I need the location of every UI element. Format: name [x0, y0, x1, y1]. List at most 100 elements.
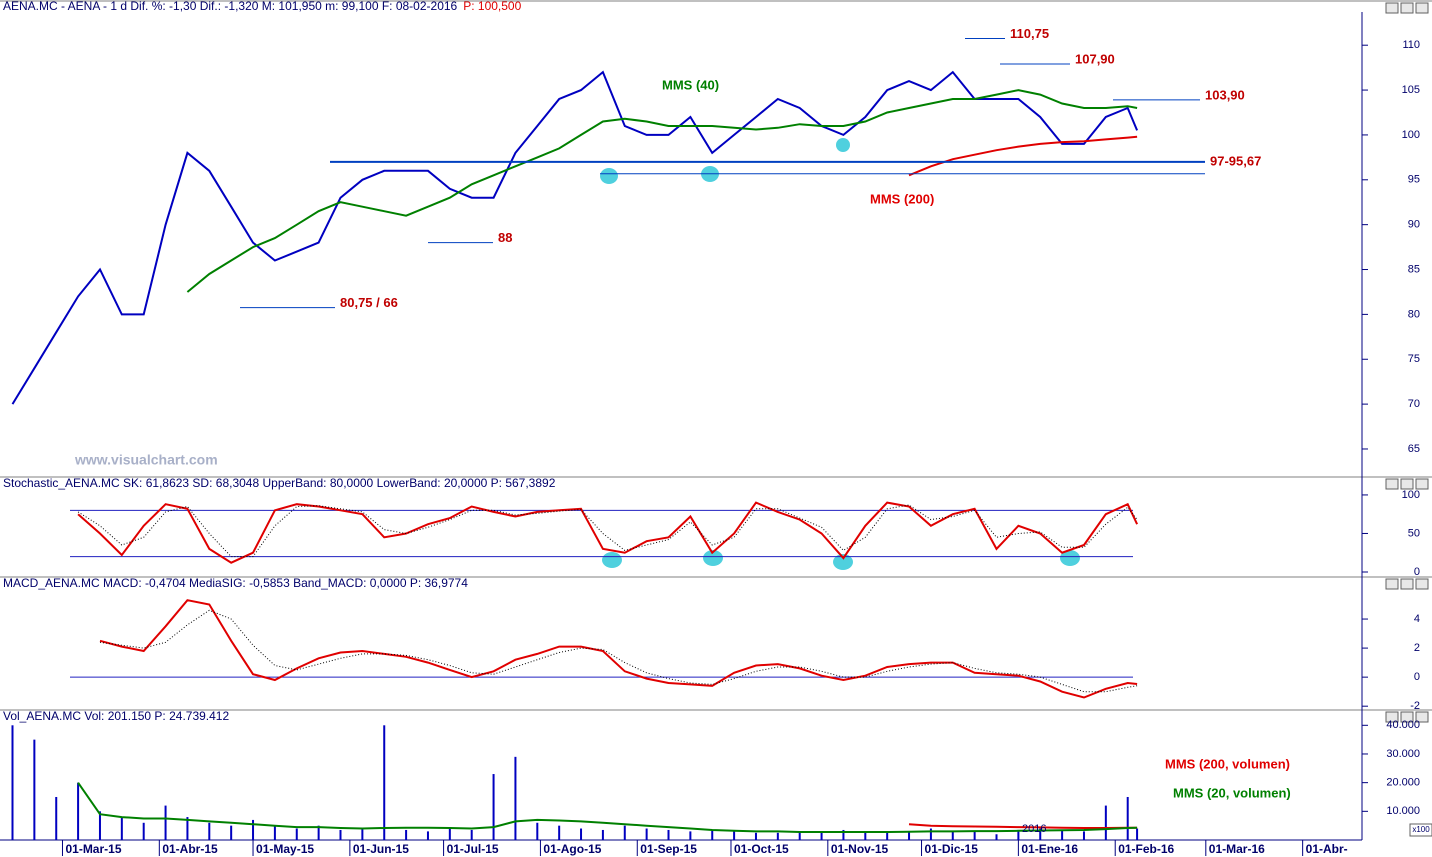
- volume-bar: [995, 834, 998, 840]
- volume-bar: [580, 828, 583, 840]
- x-tick-label: 01-May-15: [256, 842, 314, 856]
- scale-box: [1409, 823, 1432, 837]
- volume-bar: [1126, 796, 1129, 840]
- window-button[interactable]: [1415, 711, 1429, 723]
- level-label: 88: [498, 230, 512, 245]
- x-tick-label: 01-Jun-15: [353, 842, 409, 856]
- oversold-highlight: [602, 552, 622, 568]
- oversold-highlight: [833, 554, 853, 570]
- series-label: MMS (20, volumen): [1173, 785, 1291, 800]
- x-tick-label: 01-Sep-15: [640, 842, 697, 856]
- volume-bar: [55, 796, 58, 840]
- x-tick-label: 01-Oct-15: [734, 842, 789, 856]
- chart-header: AENA.MC - AENA - 1 d Dif. %: -1,30 Dif.:…: [3, 0, 522, 13]
- volume-bar: [98, 811, 101, 840]
- y-tick-label: 4: [1414, 613, 1420, 625]
- year-label: 2016: [1022, 823, 1046, 835]
- series-label: MMS (200, volumen): [1165, 756, 1290, 771]
- x-tick-label: 01-Feb-16: [1118, 842, 1174, 856]
- volume-bar: [951, 831, 954, 840]
- series-line: [77, 782, 1138, 833]
- volume-bar: [1017, 831, 1020, 840]
- volume-bar: [383, 725, 386, 840]
- window-button[interactable]: [1385, 2, 1399, 14]
- volume-bar: [1082, 831, 1085, 840]
- volume-bar: [339, 829, 342, 840]
- support-highlight: [600, 168, 618, 184]
- volume-bar: [711, 829, 714, 840]
- volume-bar: [536, 822, 539, 840]
- support-highlight: [836, 138, 850, 152]
- panel-title: MACD_AENA.MC MACD: -0,4704 MediaSIG: -0,…: [3, 576, 468, 590]
- volume-bar: [798, 831, 801, 840]
- scale-label: x100: [1412, 825, 1430, 834]
- window-button[interactable]: [1400, 578, 1414, 590]
- window-button[interactable]: [1400, 2, 1414, 14]
- window-button[interactable]: [1400, 711, 1414, 723]
- window-button[interactable]: [1415, 578, 1429, 590]
- window-button[interactable]: [1385, 478, 1399, 490]
- y-tick-label: -2: [1410, 700, 1420, 712]
- volume-bar: [361, 828, 364, 840]
- y-tick-label: 90: [1408, 219, 1420, 231]
- volume-bar: [470, 829, 473, 840]
- y-tick-label: 2: [1414, 642, 1420, 654]
- x-tick-label: 01-Nov-15: [831, 842, 889, 856]
- header-price: P: 100,500: [463, 0, 521, 13]
- watermark: www.visualchart.com: [74, 452, 218, 468]
- y-tick-label: 95: [1408, 174, 1420, 186]
- volume-bar: [295, 828, 298, 840]
- series-line: [77, 501, 1139, 564]
- volume-bar: [317, 825, 320, 840]
- volume-bar: [645, 828, 648, 840]
- oversold-highlight: [1060, 550, 1080, 566]
- volume-bar: [230, 825, 233, 840]
- level-label: 107,90: [1075, 51, 1115, 66]
- panel-title: Vol_AENA.MC Vol: 201.150 P: 24.739.412: [3, 709, 229, 723]
- window-button[interactable]: [1385, 578, 1399, 590]
- volume-bar: [820, 832, 823, 840]
- volume-bar: [11, 725, 14, 840]
- volume-bar: [33, 739, 36, 840]
- volume-bar: [973, 831, 976, 840]
- volume-bar: [252, 819, 255, 840]
- y-tick-label: 70: [1408, 398, 1420, 410]
- level-label: 103,90: [1205, 87, 1245, 102]
- y-tick-label: 100: [1402, 129, 1420, 141]
- series-label: MMS (40): [662, 77, 719, 92]
- x-tick-label: 01-Mar-16: [1209, 842, 1265, 856]
- panel-title: Stochastic_AENA.MC SK: 61,8623 SD: 68,30…: [3, 476, 556, 490]
- volume-bar: [1136, 828, 1139, 840]
- volume-bar: [426, 831, 429, 840]
- window-button[interactable]: [1400, 478, 1414, 490]
- series-line: [908, 135, 1138, 177]
- volume-bar: [908, 831, 911, 840]
- y-tick-label: 85: [1408, 263, 1420, 275]
- series-line: [99, 599, 1138, 699]
- volume-bar: [208, 822, 211, 840]
- x-tick-label: 01-Jul-15: [447, 842, 499, 856]
- volume-bar: [164, 805, 167, 840]
- volume-bar: [667, 829, 670, 840]
- y-tick-label: 10.000: [1386, 805, 1420, 817]
- y-tick-label: 0: [1414, 671, 1420, 683]
- volume-bar: [623, 825, 626, 840]
- volume-bar: [514, 756, 517, 840]
- x-tick-label: 01-Abr-: [1306, 842, 1348, 856]
- y-tick-label: 20.000: [1386, 777, 1420, 789]
- volume-bar: [776, 832, 779, 840]
- window-button[interactable]: [1415, 2, 1429, 14]
- y-tick-label: 100: [1402, 489, 1420, 501]
- volume-bar: [929, 828, 932, 840]
- window-button[interactable]: [1415, 478, 1429, 490]
- volume-bar: [1061, 829, 1064, 840]
- oversold-highlight: [703, 550, 723, 566]
- x-tick-label: 01-Abr-15: [162, 842, 218, 856]
- y-tick-label: 65: [1408, 443, 1420, 455]
- volume-bar: [405, 829, 408, 840]
- level-label: 97-95,67: [1210, 153, 1261, 168]
- y-tick-label: 80: [1408, 308, 1420, 320]
- series-line: [99, 609, 1138, 693]
- window-button[interactable]: [1385, 711, 1399, 723]
- volume-bar: [886, 832, 889, 840]
